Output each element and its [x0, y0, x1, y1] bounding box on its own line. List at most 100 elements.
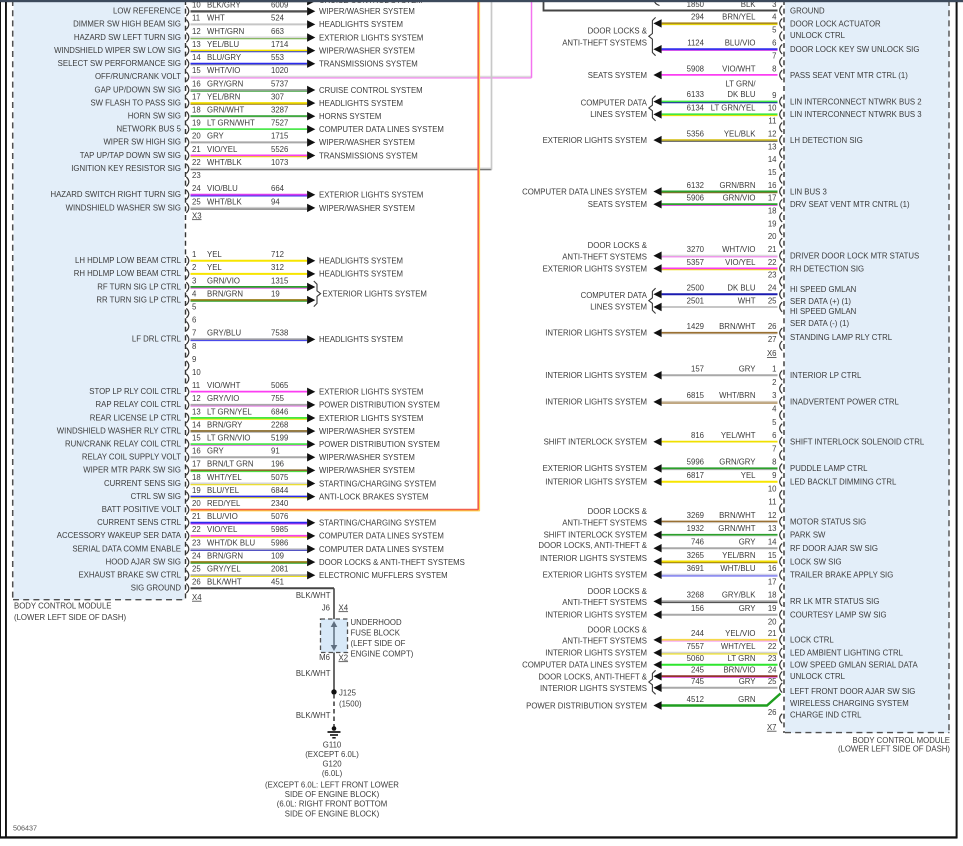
svg-text:RAP RELAY COIL CTRL: RAP RELAY COIL CTRL — [95, 400, 181, 409]
svg-text:LIN BUS 3: LIN BUS 3 — [790, 187, 827, 196]
svg-text:11: 11 — [768, 498, 776, 507]
svg-text:CURRENT SENS CTRL: CURRENT SENS CTRL — [97, 518, 182, 527]
svg-text:312: 312 — [271, 263, 284, 272]
svg-text:ANTI-THEFT SYSTEMS: ANTI-THEFT SYSTEMS — [562, 598, 647, 607]
svg-text:26: 26 — [768, 322, 777, 331]
svg-text:LT GRN/: LT GRN/ — [725, 79, 756, 88]
svg-text:WHT/YEL: WHT/YEL — [207, 473, 242, 482]
svg-text:ANTI-LOCK BRAKES SYSTEM: ANTI-LOCK BRAKES SYSTEM — [319, 492, 429, 501]
svg-text:DOOR LOCKS &: DOOR LOCKS & — [588, 625, 648, 634]
svg-text:STOP LP RLY COIL CTRL: STOP LP RLY COIL CTRL — [89, 387, 181, 396]
svg-text:13: 13 — [192, 40, 201, 49]
svg-text:25: 25 — [768, 296, 777, 305]
svg-text:BLK: BLK — [741, 0, 757, 9]
svg-text:LOW REFERENCE: LOW REFERENCE — [113, 7, 181, 16]
svg-text:19: 19 — [768, 219, 777, 228]
svg-text:6134: 6134 — [687, 104, 705, 113]
svg-text:SELECT SW PERFORMANCE SIG: SELECT SW PERFORMANCE SIG — [58, 59, 181, 68]
svg-text:CHARGE IND CTRL: CHARGE IND CTRL — [790, 710, 862, 719]
svg-text:746: 746 — [691, 538, 704, 547]
svg-text:663: 663 — [271, 27, 284, 36]
svg-text:(1500): (1500) — [339, 699, 362, 708]
svg-text:INTERIOR LIGHTS SYSTEM: INTERIOR LIGHTS SYSTEM — [545, 398, 647, 407]
svg-text:2268: 2268 — [271, 420, 288, 429]
svg-text:DOOR LOCKS, ANTI-THEFT &: DOOR LOCKS, ANTI-THEFT & — [538, 541, 647, 550]
svg-text:LINES SYSTEM: LINES SYSTEM — [590, 110, 647, 119]
svg-text:ELECTRONIC MUFFLERS SYSTEM: ELECTRONIC MUFFLERS SYSTEM — [319, 571, 448, 580]
svg-text:PASS SEAT VENT MTR CTRL (1): PASS SEAT VENT MTR CTRL (1) — [790, 71, 908, 80]
svg-text:EXTERIOR LIGHTS SYSTEM: EXTERIOR LIGHTS SYSTEM — [319, 33, 423, 42]
svg-text:18: 18 — [768, 591, 777, 600]
svg-text:2501: 2501 — [687, 296, 704, 305]
svg-text:UNLOCK CTRL: UNLOCK CTRL — [790, 672, 846, 681]
svg-text:LT GRN/WHT: LT GRN/WHT — [207, 119, 255, 128]
svg-text:3265: 3265 — [687, 551, 705, 560]
svg-text:18: 18 — [192, 106, 201, 115]
svg-text:STARTING/CHARGING SYSTEM: STARTING/CHARGING SYSTEM — [319, 479, 436, 488]
svg-text:PUDDLE LAMP CTRL: PUDDLE LAMP CTRL — [790, 464, 868, 473]
svg-text:109: 109 — [271, 551, 284, 560]
svg-text:15: 15 — [192, 66, 201, 75]
svg-text:6: 6 — [772, 39, 776, 48]
svg-text:CTRL SW SIG: CTRL SW SIG — [131, 492, 181, 501]
svg-text:RH HDLMP LOW BEAM CTRL: RH HDLMP LOW BEAM CTRL — [74, 269, 182, 278]
svg-text:DK BLU: DK BLU — [727, 90, 756, 99]
svg-text:SEATS SYSTEM: SEATS SYSTEM — [588, 71, 647, 80]
svg-text:COMPUTER DATA LINES SYSTEM: COMPUTER DATA LINES SYSTEM — [319, 532, 444, 541]
svg-text:RH DETECTION SIG: RH DETECTION SIG — [790, 264, 864, 273]
svg-text:22: 22 — [768, 642, 777, 651]
svg-text:SW FLASH TO PASS SIG: SW FLASH TO PASS SIG — [90, 98, 181, 107]
svg-text:13: 13 — [192, 407, 201, 416]
svg-text:YEL/BRN: YEL/BRN — [722, 551, 755, 560]
svg-text:WIPER SW HIGH SIG: WIPER SW HIGH SIG — [103, 138, 181, 147]
svg-text:GRY/BLU: GRY/BLU — [207, 329, 241, 338]
svg-text:VIO/WHT: VIO/WHT — [722, 64, 756, 73]
svg-text:16: 16 — [192, 79, 201, 88]
svg-text:7538: 7538 — [271, 329, 288, 338]
svg-text:YEL/VIO: YEL/VIO — [725, 629, 755, 638]
svg-text:19: 19 — [271, 289, 280, 298]
svg-text:3691: 3691 — [687, 564, 704, 573]
svg-text:17: 17 — [192, 460, 201, 469]
svg-text:3: 3 — [192, 276, 196, 285]
svg-text:GAP UP/DOWN SW SIG: GAP UP/DOWN SW SIG — [95, 85, 182, 94]
svg-text:J6: J6 — [322, 603, 330, 612]
svg-text:ANTI-THEFT SYSTEMS: ANTI-THEFT SYSTEMS — [562, 637, 647, 646]
svg-text:EXTERIOR LIGHTS SYSTEM: EXTERIOR LIGHTS SYSTEM — [543, 264, 647, 273]
svg-text:6: 6 — [772, 431, 776, 440]
svg-text:1429: 1429 — [687, 322, 704, 331]
svg-text:GRN/WHT: GRN/WHT — [207, 106, 244, 115]
svg-text:1715: 1715 — [271, 132, 289, 141]
svg-text:5: 5 — [772, 26, 777, 35]
svg-text:17: 17 — [768, 194, 777, 203]
svg-text:10: 10 — [192, 368, 201, 377]
svg-text:23: 23 — [192, 538, 201, 547]
svg-text:LIN INTERCONNECT NTWRK BUS 2: LIN INTERCONNECT NTWRK BUS 2 — [790, 97, 922, 106]
svg-text:LF DRL CTRL: LF DRL CTRL — [132, 335, 182, 344]
svg-text:HORN SW SIG: HORN SW SIG — [128, 112, 181, 121]
svg-text:524: 524 — [271, 14, 285, 23]
svg-text:17: 17 — [192, 92, 201, 101]
svg-text:4: 4 — [192, 289, 197, 298]
svg-text:ANTI-THEFT SYSTEMS: ANTI-THEFT SYSTEMS — [562, 518, 647, 527]
svg-text:GRN/BRN: GRN/BRN — [720, 181, 756, 190]
svg-text:LT GRN/YEL: LT GRN/YEL — [207, 407, 252, 416]
svg-text:M6: M6 — [319, 653, 330, 662]
svg-text:BRN/WHT: BRN/WHT — [719, 511, 756, 520]
svg-text:FUSE BLOCK: FUSE BLOCK — [351, 628, 401, 637]
svg-text:YEL: YEL — [207, 263, 222, 272]
svg-text:664: 664 — [271, 184, 285, 193]
svg-text:VIO/WHT: VIO/WHT — [207, 381, 241, 390]
svg-text:9: 9 — [772, 91, 776, 100]
svg-text:13: 13 — [768, 142, 777, 151]
svg-text:YEL: YEL — [741, 471, 756, 480]
svg-text:6009: 6009 — [271, 1, 288, 10]
svg-text:2: 2 — [772, 378, 776, 387]
svg-text:4: 4 — [772, 13, 777, 22]
svg-text:VIO/YEL: VIO/YEL — [207, 525, 238, 534]
svg-text:YEL/BLK: YEL/BLK — [724, 129, 756, 138]
svg-text:19: 19 — [192, 486, 201, 495]
svg-text:1124: 1124 — [687, 39, 704, 48]
svg-text:TRANSMISSIONS SYSTEM: TRANSMISSIONS SYSTEM — [319, 60, 418, 69]
svg-text:POWER DISTRIBUTION SYSTEM: POWER DISTRIBUTION SYSTEM — [526, 701, 647, 710]
